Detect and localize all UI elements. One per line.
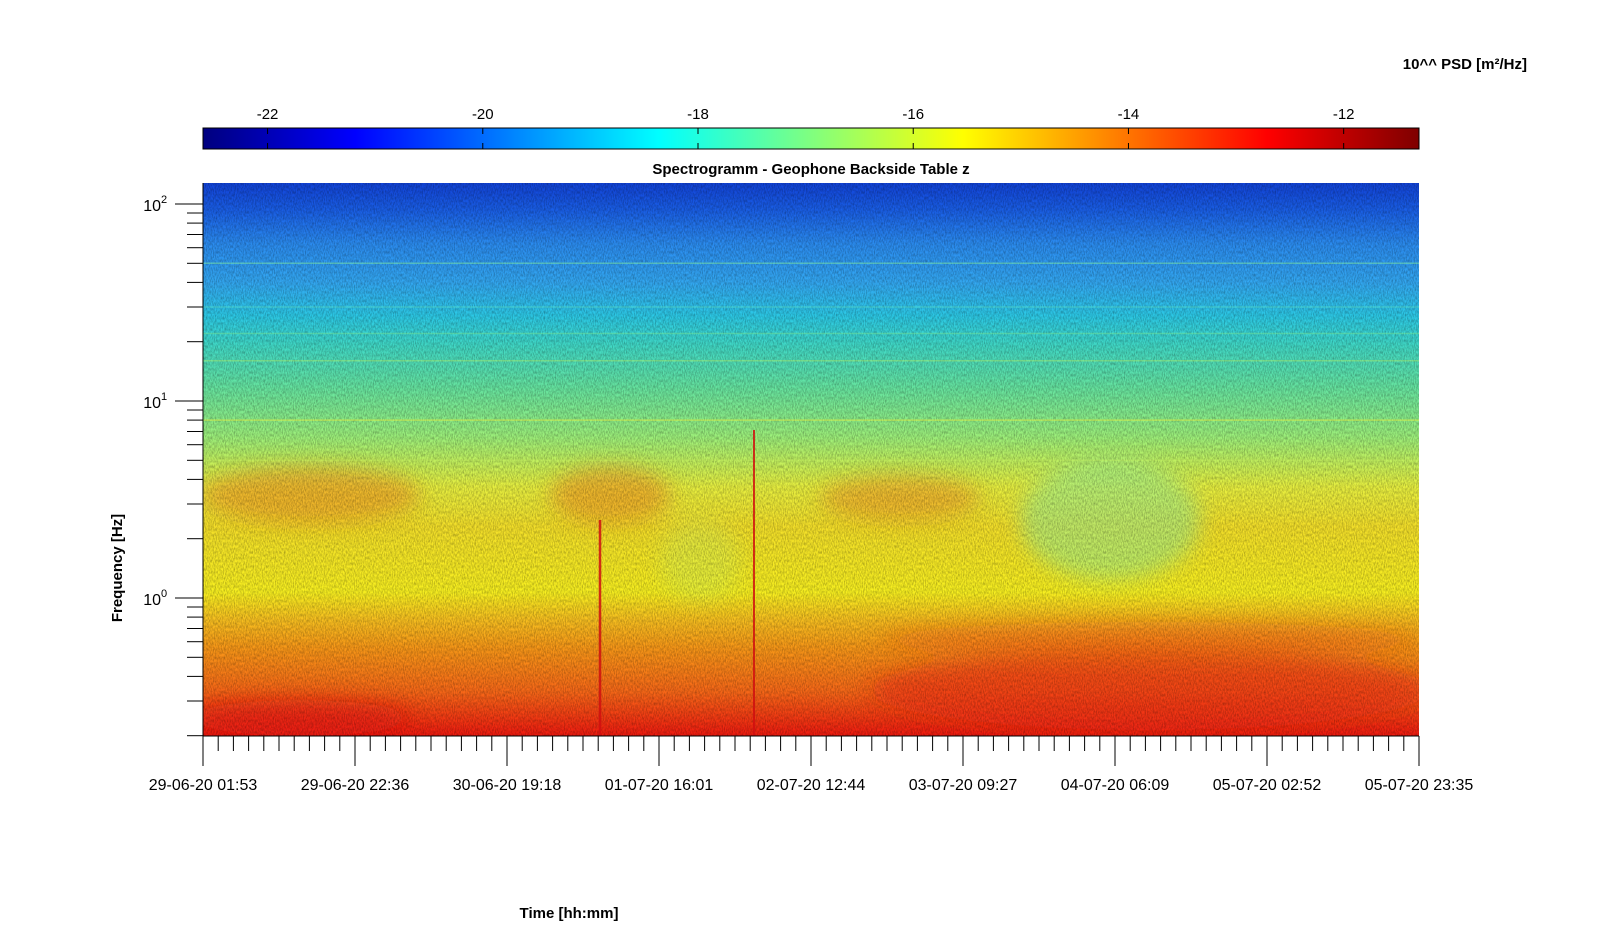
x-tick-label: 02-07-20 12:44 <box>757 777 866 794</box>
frequency-lines <box>203 262 1419 462</box>
x-tick-label: 29-06-20 01:53 <box>149 777 258 794</box>
spectrogram-plot <box>203 183 1419 736</box>
colorbar-tick-label: -22 <box>257 106 279 123</box>
colorbar-tick-label: -12 <box>1333 106 1355 123</box>
y-tick-label: 10 <box>143 198 161 215</box>
y-tick-exponent: 1 <box>161 391 167 403</box>
x-tick-label: 05-07-20 02:52 <box>1213 777 1322 794</box>
colorbar-tick-label: -14 <box>1118 106 1140 123</box>
x-tick-label: 04-07-20 06:09 <box>1061 777 1170 794</box>
colorbar-label: 10^^ PSD [m²/Hz] <box>1403 56 1527 73</box>
transient-events <box>598 430 755 736</box>
colorbar-gradient <box>202 127 1420 150</box>
y-tick-label: 10 <box>143 395 161 412</box>
x-tick-label: 03-07-20 09:27 <box>909 777 1018 794</box>
colorbar-tick-label: -18 <box>687 106 709 123</box>
x-axis-label: Time [hh:mm] <box>520 905 619 922</box>
colorbar: -22 -20 -18 -16 -14 -12 10^^ PSD [m²/Hz] <box>202 56 1527 150</box>
y-tick-label: 10 <box>143 592 161 609</box>
y-axis-label: Frequency [Hz] <box>109 514 126 622</box>
x-tick-label: 30-06-20 19:18 <box>453 777 562 794</box>
y-tick-exponent: 2 <box>161 194 167 206</box>
y-tick-exponent: 0 <box>161 588 167 600</box>
colorbar-tick-label: -16 <box>902 106 924 123</box>
x-tick-label: 29-06-20 22:36 <box>301 777 410 794</box>
x-tick-label: 01-07-20 16:01 <box>605 777 714 794</box>
spectrogram-noise <box>203 183 1419 736</box>
colorbar-tick-label: -20 <box>472 106 494 123</box>
chart-title: Spectrogramm - Geophone Backside Table z <box>652 161 969 178</box>
x-tick-label: 05-07-20 23:35 <box>1365 777 1474 794</box>
x-axis: 29-06-20 01:53 29-06-20 22:36 30-06-20 19:… <box>149 735 1474 794</box>
colorbar-ticks: -22 -20 -18 -16 -14 -12 <box>257 106 1355 149</box>
